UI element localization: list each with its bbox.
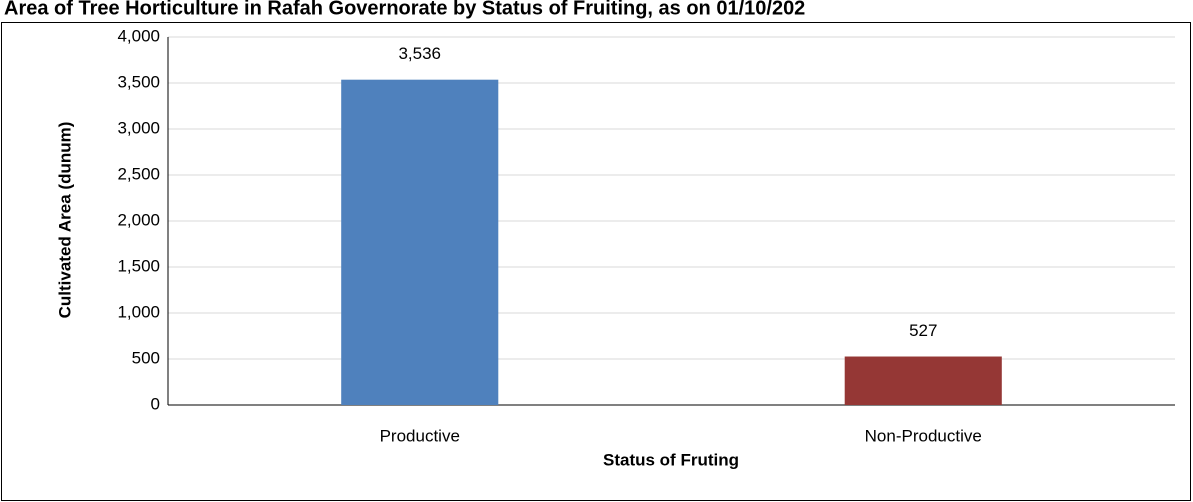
y-tick-label: 4,000 bbox=[117, 26, 160, 45]
bar bbox=[341, 79, 499, 406]
data-label: 3,536 bbox=[398, 44, 441, 63]
bar bbox=[844, 356, 1002, 405]
x-tick-label: Productive bbox=[380, 426, 460, 445]
y-tick-label: 0 bbox=[151, 394, 160, 413]
y-tick-label: 3,500 bbox=[117, 72, 160, 91]
y-tick-label: 2,000 bbox=[117, 210, 160, 229]
y-axis-label: Cultivated Area (dunum) bbox=[55, 122, 74, 319]
data-label: 527 bbox=[909, 321, 937, 340]
y-tick-label: 1,500 bbox=[117, 256, 160, 275]
chart-title: Area of Tree Horticulture in Rafah Gover… bbox=[4, 0, 805, 19]
y-tick-label: 3,000 bbox=[117, 118, 160, 137]
y-tick-label: 500 bbox=[132, 348, 160, 367]
x-axis-label: Status of Fruting bbox=[603, 450, 739, 469]
y-tick-label: 2,500 bbox=[117, 164, 160, 183]
x-tick-label: Non-Productive bbox=[865, 426, 982, 445]
chart-border bbox=[1, 22, 1191, 501]
y-tick-label: 1,000 bbox=[117, 302, 160, 321]
